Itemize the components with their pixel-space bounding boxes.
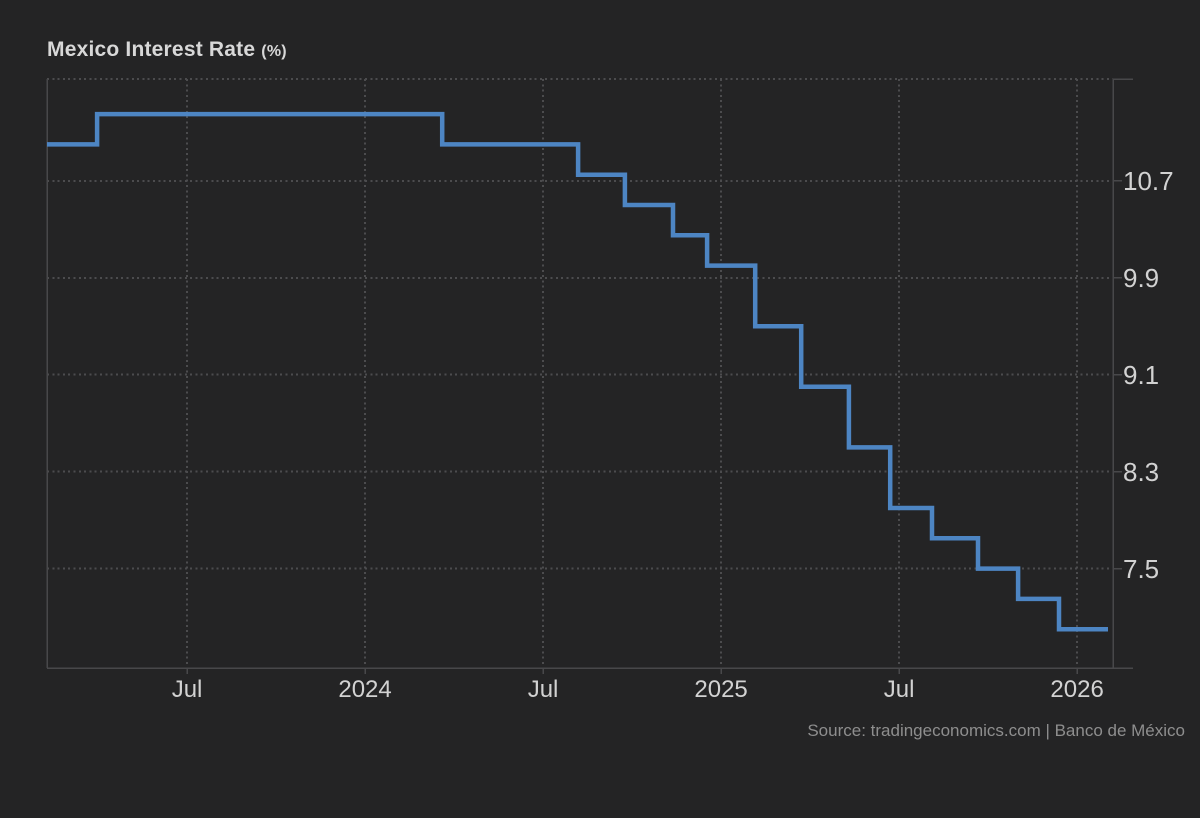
interest-rate-step-line xyxy=(47,111,1108,632)
x-axis-label: Jul xyxy=(527,676,559,703)
chart-title-unit: (%) xyxy=(261,43,287,60)
y-axis-label: 9.1 xyxy=(1123,359,1160,390)
x-axis-label: 2026 xyxy=(1050,676,1104,703)
y-axis-label: 7.5 xyxy=(1123,553,1160,584)
y-axis-label: 10.7 xyxy=(1123,165,1174,196)
source-credit: Source: tradingeconomics.com | Banco de … xyxy=(807,721,1185,740)
chart-title: Mexico Interest Rate (%) xyxy=(47,38,287,62)
y-axis-label: 9.9 xyxy=(1123,262,1160,293)
x-axis-label: Jul xyxy=(883,676,915,703)
x-axis-label: 2025 xyxy=(694,676,748,703)
chart-title-text: Mexico Interest Rate xyxy=(47,38,256,61)
x-axis-label: Jul xyxy=(171,676,203,703)
x-axis-label: 2024 xyxy=(338,676,392,703)
y-axis-label: 8.3 xyxy=(1123,456,1160,487)
